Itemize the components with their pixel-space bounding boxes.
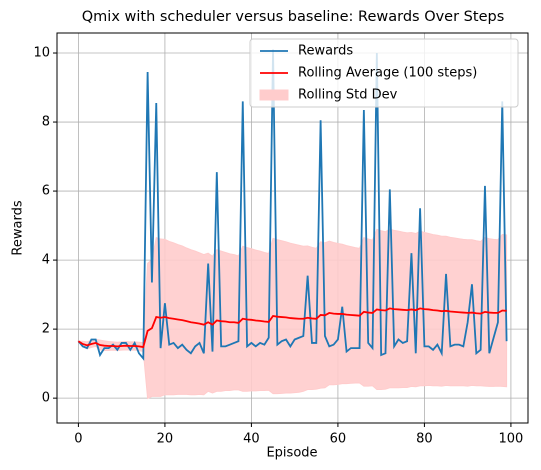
y-tick-label: 2	[42, 322, 50, 337]
x-tick-label: 60	[330, 432, 347, 447]
x-tick-label: 100	[499, 432, 524, 447]
std-band	[77, 228, 508, 400]
x-axis-label: Episode	[266, 446, 317, 461]
chart-title: Qmix with scheduler versus baseline: Rew…	[82, 9, 505, 25]
y-tick-label: 4	[42, 253, 50, 268]
legend-label: Rolling Average (100 steps)	[298, 66, 477, 81]
plot-frame	[56, 32, 529, 424]
legend-label: Rewards	[298, 44, 353, 59]
x-tick-label: 40	[243, 432, 260, 447]
legend-swatch	[259, 89, 289, 101]
rewards-line	[77, 49, 508, 361]
y-tick-label: 0	[42, 391, 50, 406]
y-tick-label: 10	[33, 46, 50, 61]
y-tick-label: 8	[42, 115, 50, 130]
x-tick-label: 80	[416, 432, 433, 447]
legend-box	[249, 38, 519, 108]
y-axis-label: Rewards	[11, 200, 26, 255]
x-tick-label: 0	[74, 432, 82, 447]
x-tick-label: 20	[157, 432, 174, 447]
rolling-average-line	[77, 307, 507, 349]
y-tick-label: 6	[42, 184, 50, 199]
legend-label: Rolling Std Dev	[298, 88, 398, 103]
